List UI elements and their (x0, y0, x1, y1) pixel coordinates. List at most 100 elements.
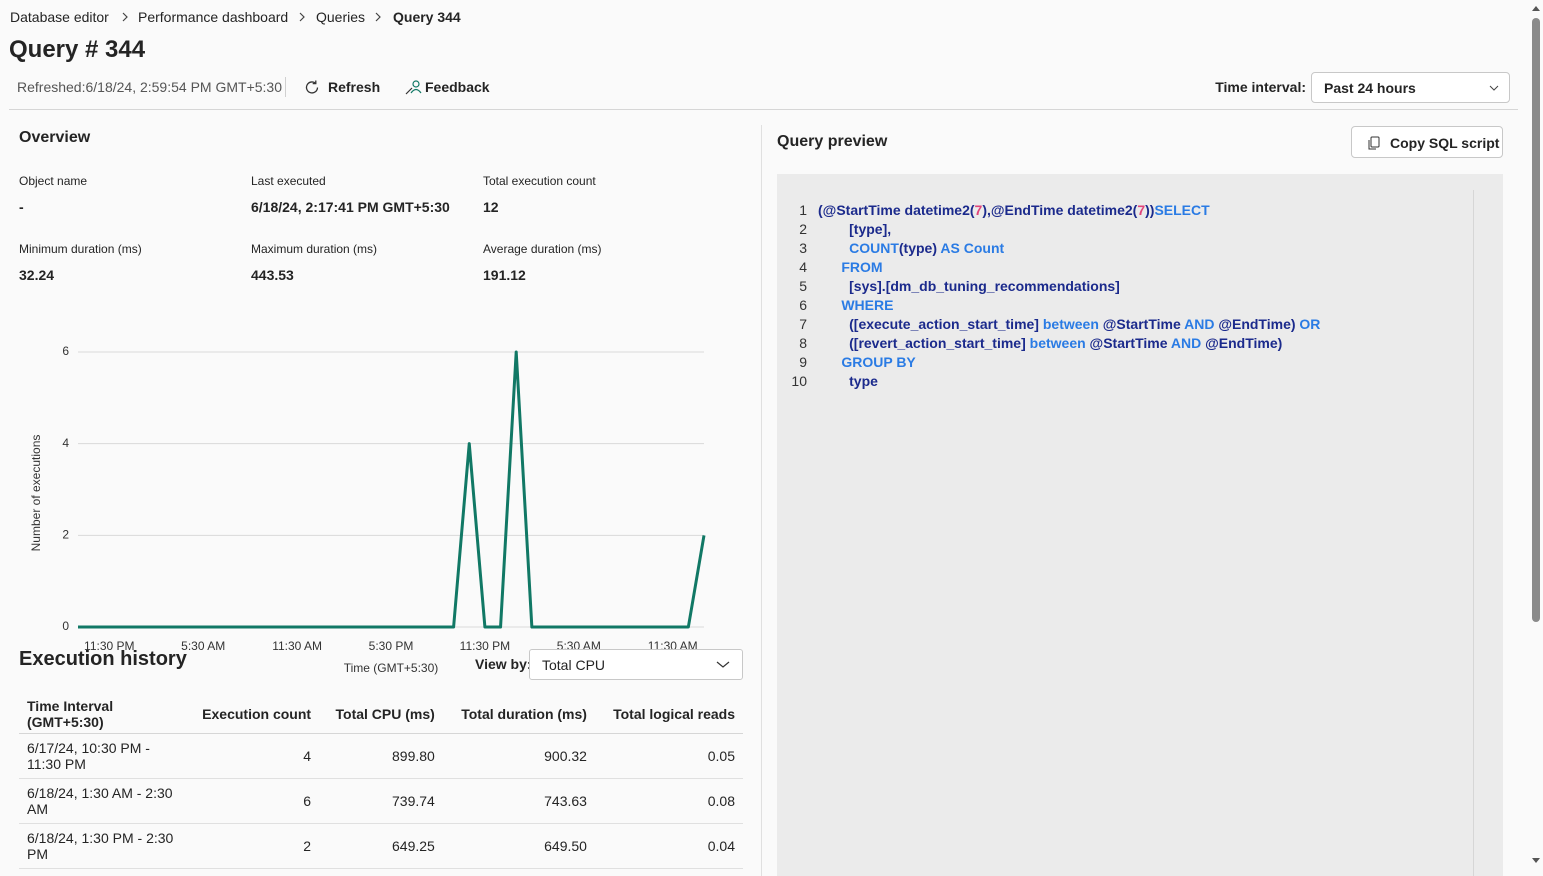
column-header[interactable]: Execution count (185, 695, 320, 734)
code-text: GROUP BY (818, 354, 916, 370)
code-text: WHERE (818, 297, 893, 313)
copy-button[interactable]: Copy SQL script (1351, 126, 1503, 158)
separator (285, 77, 286, 97)
code-token: @StartTime (1089, 335, 1168, 351)
chevron (122, 12, 128, 22)
code-token: 7 (974, 202, 983, 218)
code-token: OR (1295, 316, 1321, 332)
code-token: )) (1145, 202, 1155, 218)
table-cell: 649.50 (442, 823, 595, 869)
code-token: AND (1180, 316, 1219, 332)
scroll-up[interactable] (1531, 4, 1541, 12)
code-token: ),@EndTime datetime2( (982, 202, 1138, 218)
field-value: - (19, 199, 24, 215)
field-value: 191.12 (483, 267, 526, 283)
x-axis-title: Time (GMT+5:30) (344, 661, 439, 675)
table-cell: 6/17/24, 10:30 PM - 11:30 PM (19, 733, 185, 779)
code-token: @StartTime (1102, 316, 1181, 332)
line-number: 5 (799, 278, 807, 294)
code-token: (type) (898, 240, 938, 256)
breadcrumb-current: Query 344 (393, 9, 461, 25)
column-header[interactable]: Time Interval (GMT+5:30) (19, 695, 185, 734)
table-cell: 743.63 (442, 778, 595, 824)
code-text: ([revert_action_start_time] between @Sta… (818, 335, 1282, 351)
code-token: between (1038, 316, 1103, 332)
table-cell: 4 (185, 733, 320, 779)
field-label: Last executed (251, 174, 326, 188)
dropdown-value: Past 24 hours (1324, 80, 1416, 96)
field-label: Maximum duration (ms) (251, 242, 378, 256)
feedback-button[interactable]: Feedback (425, 79, 490, 95)
x-tick-label: 11:30 PM (84, 639, 134, 653)
copy-icon (1368, 136, 1380, 150)
breadcrumb-item[interactable]: Database editor (10, 9, 109, 25)
column-header[interactable]: Total CPU (ms) (319, 695, 443, 734)
table-cell: 6/18/24, 1:30 AM - 2:30 AM (19, 778, 185, 824)
view-by-dropdown[interactable]: Total CPU (529, 649, 743, 680)
code-token: [sys].[dm_db_tuning_recommendations] (818, 278, 1120, 294)
field-value: 6/18/24, 2:17:41 PM GMT+5:30 (251, 199, 450, 215)
code-token: type (818, 373, 878, 389)
table-row: 6/18/24, 1:30 PM - 2:30 PM 2 649.25 649.50 0… (19, 823, 743, 869)
y-axis-title: Number of executions (29, 435, 43, 552)
y-tick-label: 4 (62, 436, 69, 450)
section-title: Execution history (19, 648, 187, 670)
line-number: 3 (799, 240, 807, 256)
time-interval-label: Time interval: (1215, 79, 1306, 95)
field-label: Minimum duration (ms) (19, 242, 142, 256)
page-title: Query # 344 (9, 36, 146, 63)
breadcrumb-item[interactable]: Performance dashboard (138, 9, 289, 25)
scroll-down[interactable] (1531, 857, 1541, 865)
field-label: Average duration (ms) (483, 242, 602, 256)
line-number: 8 (799, 335, 807, 351)
line-series (78, 350, 706, 629)
code-token: FROM (818, 259, 883, 275)
chevron (375, 12, 381, 22)
section-title: Overview (19, 129, 91, 146)
table-cell: 6 (185, 778, 320, 824)
code-token: between (1025, 335, 1090, 351)
line-number: 2 (799, 221, 807, 237)
dropdown-chevron (1489, 85, 1499, 91)
column-header[interactable]: Total logical reads (594, 695, 743, 734)
x-tick-label: 11:30 AM (272, 639, 322, 653)
header-row: Time Interval (GMT+5:30) Execution count… (19, 695, 743, 734)
code-token: AS Count (937, 240, 1005, 256)
chevron (299, 12, 305, 22)
line-number: 10 (791, 373, 807, 389)
table-cell: 0.08 (594, 778, 743, 824)
dropdown-value: Total CPU (542, 657, 606, 673)
table-cell: 6/18/24, 1:30 PM - 2:30 PM (19, 823, 185, 869)
code-editor: 1 (@StartTime datetime2(7),@EndTime datet… (777, 174, 1503, 876)
code-token: (@StartTime datetime2( (818, 202, 975, 218)
line-number: 9 (799, 354, 807, 370)
code-text: ([execute_action_start_time] between @St… (818, 316, 1320, 332)
table-cell: 0.04 (594, 823, 743, 869)
code-token: @EndTime) (1205, 335, 1283, 351)
chart: Number of executions Time (GMT+5:30) 0 2 4… (29, 344, 706, 675)
table-cell: 900.32 (442, 733, 595, 779)
field-value: 12 (483, 199, 499, 215)
code-token: ([execute_action_start_time] (818, 316, 1039, 332)
divider (761, 125, 762, 876)
code-token: @EndTime) (1218, 316, 1296, 332)
y-tick-label: 6 (62, 344, 69, 358)
line-number: 1 (799, 202, 807, 218)
x-tick-label: 11:30 PM (460, 639, 510, 653)
code-token: 7 (1137, 202, 1146, 218)
refresh-button[interactable]: Refresh (328, 79, 381, 95)
table-row: 6/17/24, 10:30 PM - 11:30 PM 4 899.80 900.3… (19, 733, 743, 779)
code-text: COUNT(type) AS Count (818, 240, 1004, 256)
y-tick-label: 0 (62, 619, 69, 633)
code-token: GROUP BY (818, 354, 916, 370)
scrollbar-thumb[interactable] (1532, 18, 1540, 622)
table-cell: 2 (185, 823, 320, 869)
feedback-icon (405, 80, 422, 95)
dropdown-chevron (716, 661, 730, 668)
column-header[interactable]: Total duration (ms) (442, 695, 595, 734)
code-text: [sys].[dm_db_tuning_recommendations] (818, 278, 1120, 294)
time-interval-dropdown[interactable]: Past 24 hours (1311, 72, 1510, 103)
section-title: Query preview (777, 133, 888, 150)
breadcrumb-item[interactable]: Queries (316, 9, 366, 25)
table-body: 6/17/24, 10:30 PM - 11:30 PM 4 899.80 900.3… (19, 733, 743, 869)
